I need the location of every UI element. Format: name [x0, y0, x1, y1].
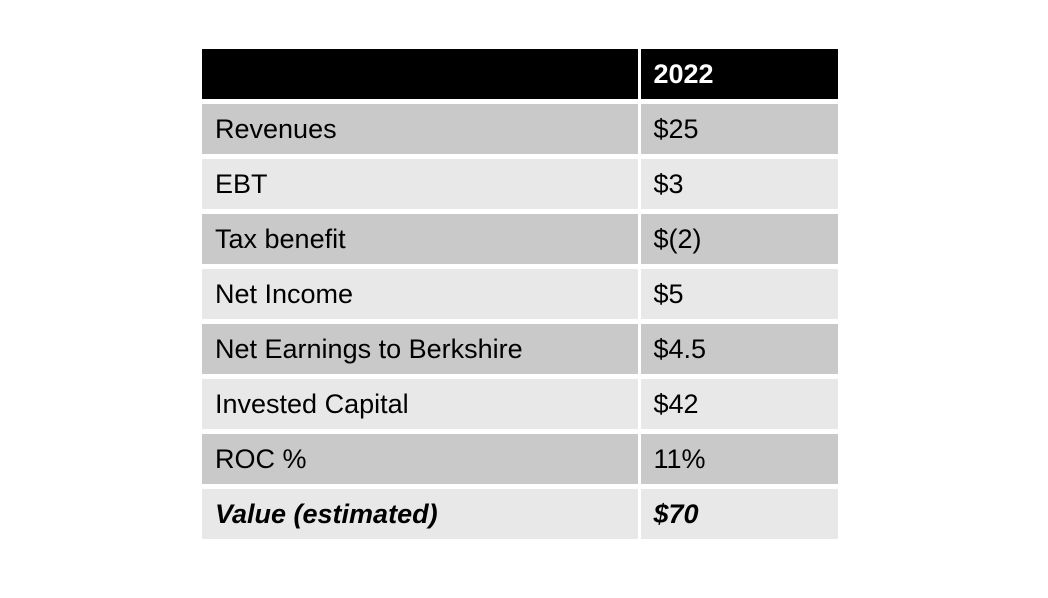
header-year-cell: 2022	[637, 46, 840, 104]
table-row-tax-benefit: Tax benefit $(2)	[200, 209, 840, 269]
row-value: $5	[637, 264, 840, 324]
financial-estimates-table: 2022 Revenues $25 EBT $3 Tax benefit $(2…	[200, 46, 840, 542]
table-row-revenues: Revenues $25	[200, 99, 840, 159]
table-row-net-income: Net Income $5	[200, 264, 840, 324]
row-value: 11%	[637, 429, 840, 489]
table-row-net-earnings-to-berkshire: Net Earnings to Berkshire $4.5	[200, 319, 840, 379]
row-value: $(2)	[637, 209, 840, 269]
row-label: EBT	[200, 154, 641, 214]
row-value: $4.5	[637, 319, 840, 379]
row-label: ROC %	[200, 429, 641, 489]
row-label: Net Income	[200, 264, 641, 324]
row-value: $70	[637, 484, 840, 542]
row-value: $25	[637, 99, 840, 159]
row-label: Revenues	[200, 99, 641, 159]
row-label: Tax benefit	[200, 209, 641, 269]
table-header: 2022	[200, 46, 840, 104]
row-label: Net Earnings to Berkshire	[200, 319, 641, 379]
row-value: $3	[637, 154, 840, 214]
header-label-cell	[200, 46, 641, 104]
table-row-ebt: EBT $3	[200, 154, 840, 214]
table-row-invested-capital: Invested Capital $42	[200, 374, 840, 434]
table-body: Revenues $25 EBT $3 Tax benefit $(2) Net…	[200, 99, 840, 542]
row-label: Invested Capital	[200, 374, 641, 434]
header-row: 2022	[200, 46, 840, 104]
table-row-roc-percent: ROC % 11%	[200, 429, 840, 489]
row-value: $42	[637, 374, 840, 434]
row-label: Value (estimated)	[200, 484, 641, 542]
table-row-value-estimated: Value (estimated) $70	[200, 484, 840, 542]
